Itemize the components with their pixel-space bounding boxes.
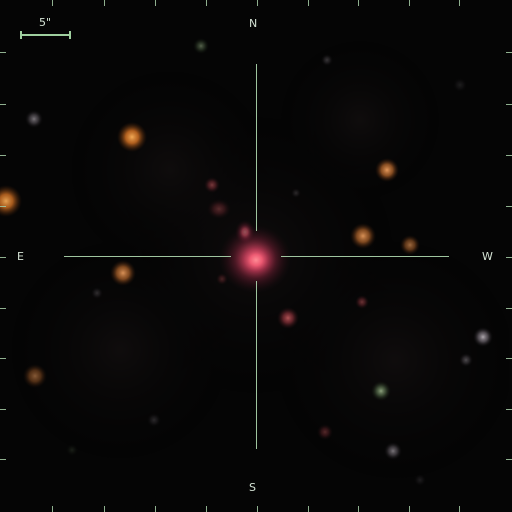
central-galaxy <box>207 199 291 293</box>
bottom-tick <box>257 506 258 512</box>
bottom-tick <box>206 506 207 512</box>
bottom-tick <box>409 506 410 512</box>
top-tick <box>52 0 53 6</box>
right-tick <box>506 104 512 105</box>
crosshair-left <box>64 256 231 257</box>
left-tick <box>0 308 6 309</box>
bottom-tick <box>358 506 359 512</box>
top-tick <box>459 0 460 6</box>
left-tick <box>0 206 6 207</box>
top-tick <box>104 0 105 6</box>
left-tick <box>0 104 6 105</box>
left-tick <box>0 257 6 258</box>
top-tick <box>308 0 309 6</box>
crosshair-top <box>256 64 257 231</box>
right-tick <box>506 206 512 207</box>
left-tick <box>0 459 6 460</box>
left-tick <box>0 155 6 156</box>
bottom-tick <box>104 506 105 512</box>
bottom-tick <box>308 506 309 512</box>
bottom-tick <box>52 506 53 512</box>
right-tick <box>506 308 512 309</box>
top-tick <box>206 0 207 6</box>
west-label: W <box>482 250 493 263</box>
right-tick <box>506 52 512 53</box>
scale-label: 5" <box>39 16 52 29</box>
right-tick <box>506 409 512 410</box>
bottom-tick <box>459 506 460 512</box>
right-tick <box>506 155 512 156</box>
right-tick <box>506 257 512 258</box>
left-tick <box>0 52 6 53</box>
crosshair-bottom <box>256 281 257 449</box>
left-tick <box>0 358 6 359</box>
top-tick <box>155 0 156 6</box>
top-tick <box>409 0 410 6</box>
scale-bar <box>20 31 71 39</box>
crosshair-right <box>281 256 449 257</box>
background-stars <box>0 38 493 486</box>
north-label: N <box>249 17 258 30</box>
top-tick <box>358 0 359 6</box>
top-tick <box>257 0 258 6</box>
right-tick <box>506 358 512 359</box>
right-tick <box>506 459 512 460</box>
east-label: E <box>17 250 24 263</box>
south-label: S <box>249 481 256 494</box>
left-tick <box>0 409 6 410</box>
bottom-tick <box>155 506 156 512</box>
